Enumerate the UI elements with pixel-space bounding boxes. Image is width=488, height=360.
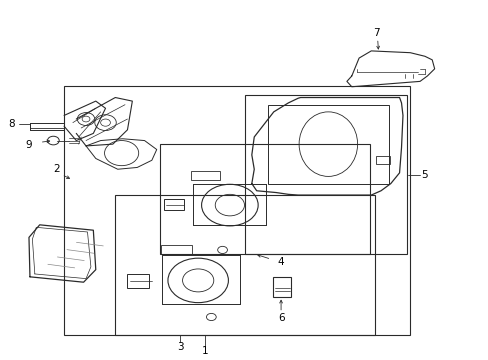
Text: 8: 8 xyxy=(8,120,15,129)
Text: 7: 7 xyxy=(372,28,379,38)
Text: 4: 4 xyxy=(277,257,284,267)
Bar xyxy=(267,105,388,184)
Bar xyxy=(272,277,291,297)
Bar xyxy=(244,95,407,254)
Bar xyxy=(160,144,369,254)
Text: 9: 9 xyxy=(25,140,32,150)
Text: 1: 1 xyxy=(202,346,208,356)
Bar xyxy=(115,195,374,334)
Bar xyxy=(375,156,389,164)
Text: 6: 6 xyxy=(277,313,284,323)
Text: 3: 3 xyxy=(177,342,183,352)
Text: 5: 5 xyxy=(421,170,427,180)
Bar xyxy=(190,171,220,180)
Bar xyxy=(127,274,149,288)
Bar xyxy=(163,199,183,211)
Bar xyxy=(160,244,192,253)
Bar xyxy=(63,86,409,334)
Text: 2: 2 xyxy=(53,164,60,174)
